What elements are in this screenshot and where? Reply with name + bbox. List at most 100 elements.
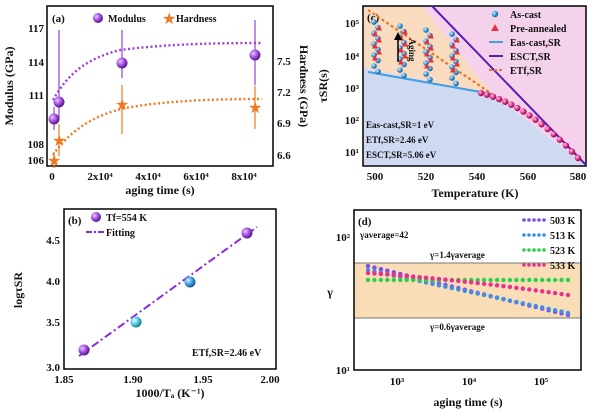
ascast-point — [423, 71, 429, 77]
panel-a-ytick: 117 — [28, 23, 44, 35]
panel-a-ytick: 108 — [28, 139, 45, 151]
legend-hardness-marker: ★ — [162, 11, 176, 28]
panel-a-y2tick: 7.2 — [277, 87, 291, 99]
panel-c-ytick: 10² — [345, 115, 360, 127]
gamma-series-point — [533, 288, 538, 293]
ascast-point — [397, 67, 403, 73]
legend-modulus-label: Modulus — [108, 14, 146, 25]
hardness-point: ★ — [47, 153, 61, 170]
legend-gamma-marker — [532, 263, 536, 267]
legend-523-label: 523 K — [550, 246, 576, 257]
pink-curve-point — [520, 108, 527, 115]
panel-c-annotation: Eas-cast,SR=1 eV — [366, 120, 435, 130]
preann-point — [398, 47, 404, 53]
line-tf-sr — [367, 9, 493, 95]
panel-b-ytick: 4.5 — [46, 235, 60, 247]
gamma-series-point — [539, 289, 545, 294]
gamma-series-point — [404, 277, 409, 283]
legend-tf-marker — [91, 212, 101, 222]
panel-b-point — [241, 227, 253, 239]
panel-b-annotation: ETf,SR=2.46 eV — [192, 348, 262, 359]
preann-point — [402, 53, 408, 59]
gamma-series-point — [365, 270, 371, 276]
panel-d-frame — [353, 209, 582, 371]
pink-curve-point — [538, 121, 545, 128]
panel-a-label: (a) — [52, 13, 65, 25]
gamma-series-point — [559, 291, 564, 297]
legend-503-label: 503 K — [550, 216, 576, 227]
gamma-series-point — [565, 292, 571, 298]
aging-label: Aging — [407, 38, 417, 62]
panel-b-label: (b) — [68, 215, 82, 227]
legend-gamma-marker — [542, 263, 546, 267]
legend-gamma-marker — [542, 233, 546, 237]
panel-d-ylabel: γ — [326, 285, 333, 299]
preann-point — [450, 55, 456, 61]
panel-c-annotation: ETf,SR=2.46 eV — [366, 135, 429, 145]
gamma-series-point — [462, 288, 467, 294]
ascast-point — [427, 76, 433, 83]
legend-tf-label: Tf=554 K — [106, 213, 147, 224]
gamma-series-point — [488, 294, 493, 299]
gamma-series-point — [430, 281, 435, 287]
pink-curve-point — [489, 93, 497, 100]
region-blue — [363, 68, 586, 165]
pink-curve-point — [508, 101, 515, 108]
preann-point — [450, 43, 456, 49]
panel-c-ytick: 10¹ — [345, 147, 359, 159]
legend-gamma-marker — [527, 248, 531, 252]
panel-a-frame — [46, 5, 274, 167]
panel-a-y2tick: 6.9 — [277, 118, 291, 130]
modulus-fit-curve — [51, 41, 263, 101]
panel-b-xlabel: 1000/Tₐ (K⁻¹) — [135, 386, 204, 400]
hardness-point: ★ — [248, 100, 262, 117]
pink-curve-point — [544, 125, 551, 133]
pink-curve-point — [495, 95, 503, 103]
gamma-series-point — [507, 298, 513, 303]
preann-point — [454, 49, 460, 55]
gamma-series-point — [533, 277, 538, 283]
modulus-point — [249, 49, 261, 61]
gamma-series-point — [552, 277, 558, 283]
panel-b-ylabel: logτSR — [11, 272, 25, 309]
gamma-series-point — [552, 290, 558, 296]
ascast-point — [449, 75, 455, 81]
gamma-series-point — [385, 272, 390, 277]
panel-a-xtick: 0 — [49, 171, 55, 183]
ascast-point — [423, 27, 429, 33]
panel-d-datapoints — [365, 263, 571, 318]
pink-curve-point — [574, 154, 582, 162]
hardness-fit-curve — [52, 97, 263, 156]
gamma-series-point — [475, 291, 480, 296]
legend-gamma-marker — [542, 248, 546, 252]
legend-ascast-marker — [491, 10, 499, 18]
preann-point — [376, 37, 382, 43]
pink-curve-point — [532, 116, 539, 123]
gamma-series-point — [391, 277, 397, 283]
legend-gamma-marker — [522, 218, 526, 222]
gamma-series-point — [514, 277, 519, 283]
gamma-series-point — [501, 283, 506, 289]
legend-sct-line-label: ESCT,SR — [510, 52, 551, 63]
gamma-series-point — [469, 289, 474, 295]
panel-a-y2tick: 6.6 — [277, 150, 291, 162]
pink-curve-point — [556, 136, 564, 143]
gamma-series-point — [552, 308, 558, 313]
panel-a-xtick: 4x10⁴ — [135, 171, 161, 183]
ascast-point — [453, 80, 459, 87]
panel-a: (a) Modulus (GPa) Hardness (GPa) aging t… — [2, 5, 311, 197]
modulus-point — [53, 96, 65, 108]
legend-modulus-marker — [93, 13, 103, 23]
panel-a-y2label: Hardness (GPa) — [297, 45, 311, 127]
legend-513-label: 513 K — [550, 231, 576, 242]
legend-gamma-marker — [527, 233, 531, 237]
preann-point — [428, 45, 434, 51]
gamma-series-point — [494, 295, 500, 300]
pink-curve-point — [514, 104, 521, 112]
panel-d-xlabel: aging time (s) — [433, 395, 502, 409]
legend-fitting-label: Fitting — [106, 228, 135, 239]
gamma-series-point — [449, 285, 455, 291]
gamma-series-point — [539, 305, 545, 310]
preann-point — [424, 39, 430, 45]
legend-gamma-marker — [537, 263, 541, 267]
